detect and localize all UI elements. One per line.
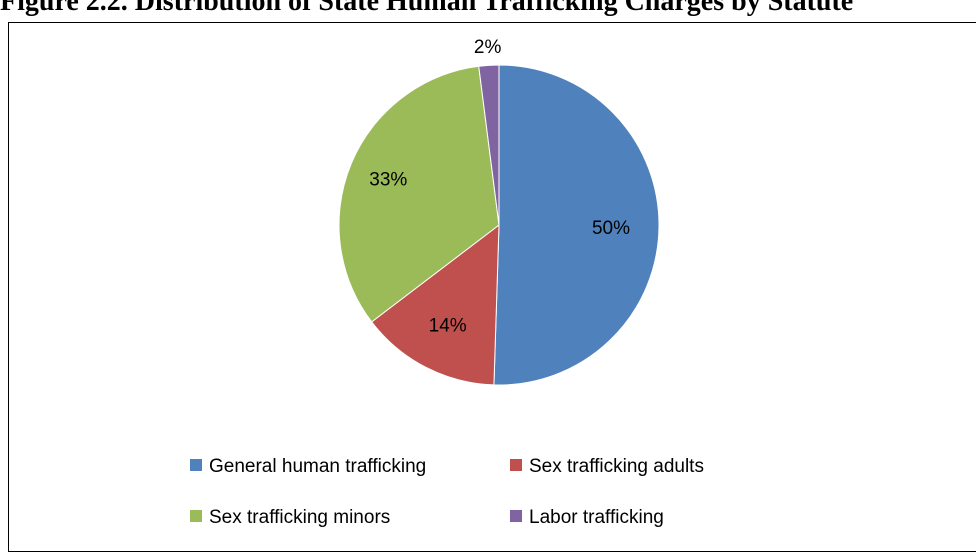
data-label-2: 14% [429, 316, 467, 337]
pie-slice-4 [478, 64, 500, 226]
pie-slice-2 [370, 223, 500, 386]
pie-slice-1 [493, 64, 660, 386]
legend-swatch-2 [510, 459, 522, 471]
legend-label-4: Labor trafficking [529, 507, 664, 528]
pie-slice-3 [338, 65, 500, 323]
legend-label-2: Sex trafficking adults [529, 456, 704, 477]
legend-swatch-4 [510, 510, 522, 522]
data-label-1: 50% [592, 218, 630, 239]
figure-title: Figure 2.2. Distribution of State Human … [0, 0, 854, 17]
legend-label-3: Sex trafficking minors [209, 507, 390, 528]
data-label-4: 2% [474, 37, 502, 58]
legend-swatch-3 [190, 510, 202, 522]
data-label-3: 33% [369, 170, 407, 191]
legend-swatch-1 [190, 459, 202, 471]
legend-label-1: General human trafficking [209, 456, 426, 477]
